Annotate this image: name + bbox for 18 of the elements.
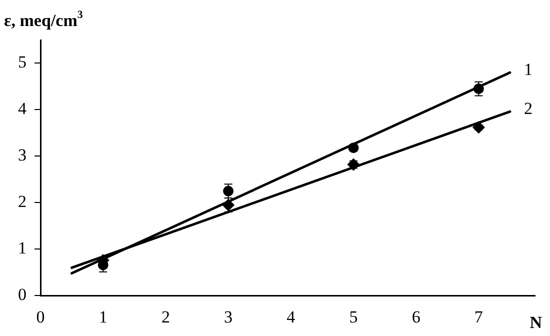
x-axis-title: N xyxy=(530,313,543,332)
x-tick-label: 6 xyxy=(412,307,420,326)
y-tick-label: 2 xyxy=(18,192,26,212)
x-tick-label: 7 xyxy=(474,307,484,326)
y-tick-label: 3 xyxy=(18,146,26,165)
x-tick-label: 3 xyxy=(224,307,233,326)
x-tick-label: 4 xyxy=(286,307,296,326)
x-tick-label: 5 xyxy=(349,307,358,326)
y-tick-label: 4 xyxy=(18,99,27,118)
series-label: 2 xyxy=(524,99,532,118)
series-label: 1 xyxy=(524,60,532,79)
x-tick-label: 0 xyxy=(36,307,45,326)
point xyxy=(473,84,484,94)
x-tick-label: 2 xyxy=(161,307,170,326)
y-tick-label: 1 xyxy=(18,238,26,258)
y-tick-label: 5 xyxy=(18,52,26,72)
y-tick-label: 0 xyxy=(18,285,26,304)
x-tick-label: 1 xyxy=(98,307,108,326)
